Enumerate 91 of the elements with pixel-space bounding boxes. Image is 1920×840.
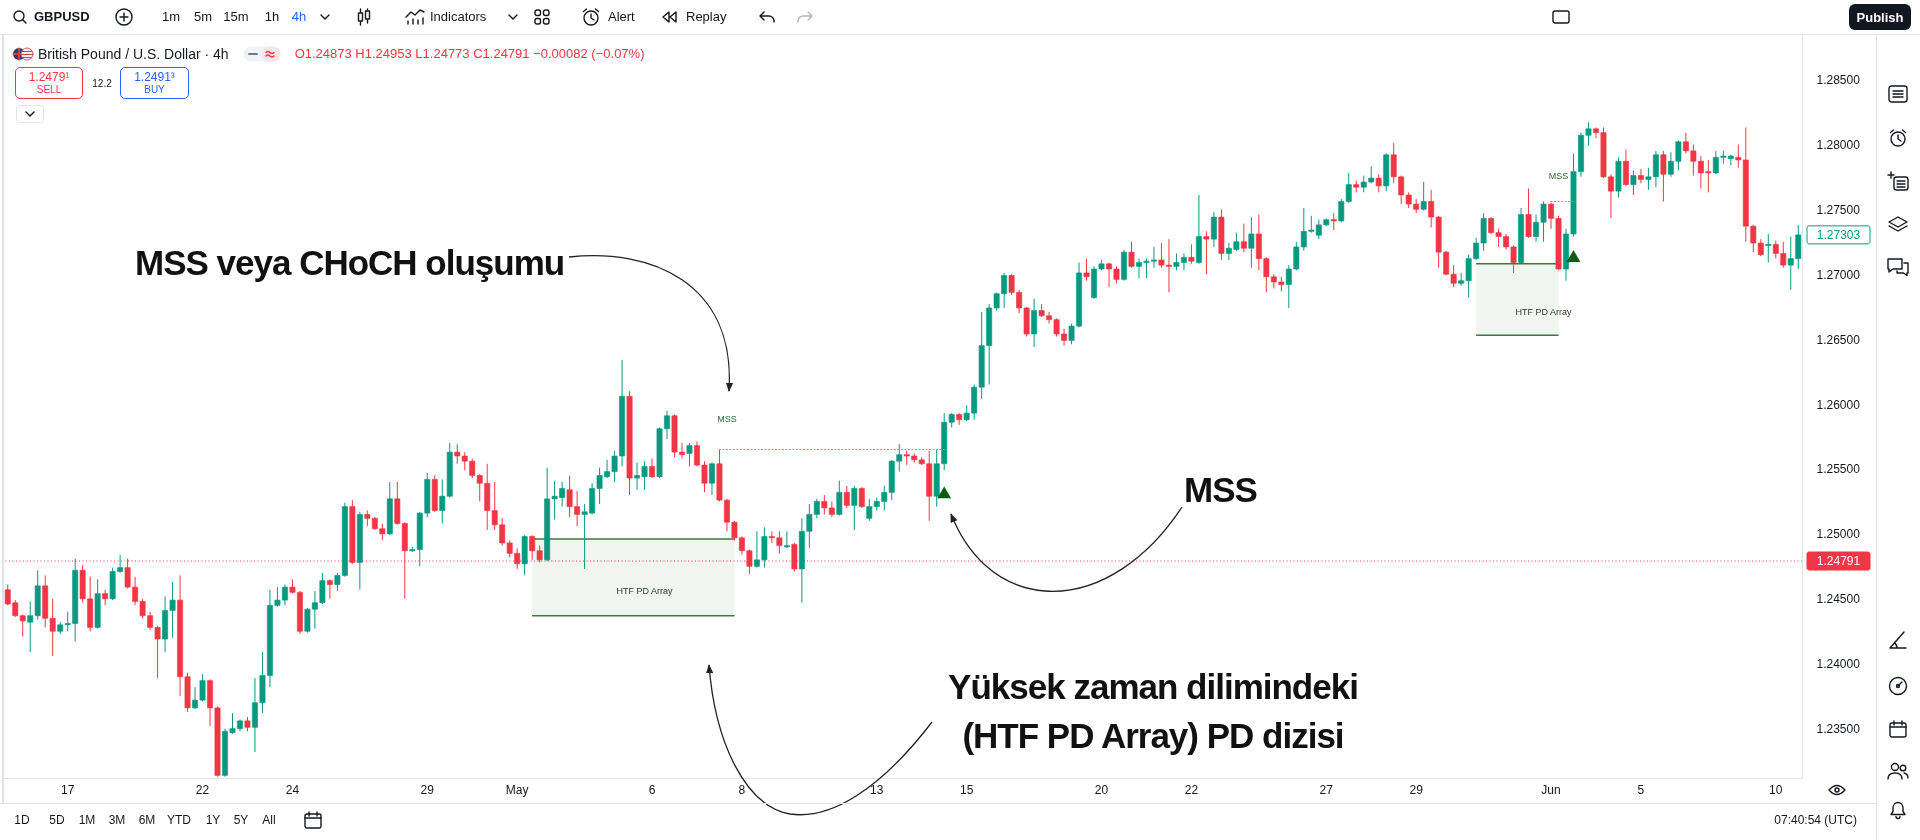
y-tick-label: 1.25500 — [1816, 462, 1861, 477]
annotation: MSS veya CHoCH oluşumu — [135, 242, 565, 284]
x-tick-label: Jun — [1541, 782, 1561, 797]
annotation: 12.2 — [92, 78, 112, 90]
y-tick-label: 1.24500 — [1816, 592, 1861, 607]
y-tick-label: 1.25000 — [1816, 527, 1861, 542]
annotation: 1.2479¹ — [28, 70, 70, 84]
candlestick — [326, 578, 333, 600]
text: 1.27303 — [1816, 227, 1861, 242]
text: 5m — [193, 9, 213, 25]
band-label: HTF PD Array — [616, 586, 674, 597]
candlestick — [1083, 258, 1090, 282]
text: British Pound / U.S. Dollar · 4h — [38, 45, 229, 63]
x-tick-label: 22 — [1184, 782, 1199, 797]
text: 6M — [138, 812, 156, 828]
annotation: MSS — [1548, 171, 1569, 182]
annotation: SELL — [36, 84, 62, 96]
candlestick — [858, 486, 865, 509]
x-tick-label: 24 — [285, 782, 300, 797]
candlestick — [1248, 216, 1255, 269]
y-tick-label: 1.27000 — [1816, 267, 1861, 282]
x-tick-label: 6 — [648, 782, 656, 797]
text: 1m — [161, 9, 181, 25]
annotation: MSS — [717, 414, 737, 425]
sell-button: 1.2479¹ SELL — [15, 67, 83, 99]
candlestick — [102, 589, 109, 606]
candlestick — [1210, 211, 1217, 248]
candlestick — [1623, 149, 1629, 187]
y-tick-label: 1.26500 — [1816, 332, 1861, 347]
candlestick — [783, 530, 790, 549]
candlestick — [1765, 233, 1772, 264]
x-tick-label: 8 — [738, 782, 746, 797]
text: 1h — [264, 9, 280, 25]
annotation: BUY — [144, 84, 165, 96]
text: 1D — [14, 812, 30, 828]
text: YTD — [167, 812, 191, 828]
candlestick — [1638, 168, 1644, 184]
text: 5Y — [233, 812, 249, 828]
annotation: Yüksek zaman dilimindeki (HTF PD Array) PD dizisi — [948, 665, 1358, 757]
text: 4h — [291, 9, 307, 25]
x-tick-label: 15 — [960, 782, 974, 797]
x-tick-label: 29 — [1409, 782, 1424, 797]
buy-button: 1.2491³ BUY — [120, 67, 189, 99]
y-tick-label: 1.26000 — [1816, 397, 1861, 412]
candlestick — [1375, 173, 1382, 193]
y-tick-label: 1.28500 — [1816, 72, 1861, 87]
x-tick-label: 20 — [1094, 782, 1109, 797]
candlestick — [1420, 181, 1427, 212]
candlestick — [1660, 150, 1667, 202]
candlestick — [1188, 243, 1195, 265]
x-tick-label: 27 — [1319, 782, 1334, 797]
candlestick — [851, 485, 858, 531]
text: 5D — [49, 812, 65, 828]
x-tick-label: 5 — [1637, 782, 1645, 797]
text: 07:40:54 (UTC) — [1774, 812, 1857, 828]
candlestick — [836, 480, 843, 517]
annotation: 1.2491³ — [134, 70, 175, 84]
text: 1Y — [205, 812, 221, 828]
text: 1M — [78, 812, 96, 828]
text: Alert — [608, 9, 635, 25]
text: 3M — [108, 812, 126, 828]
text: Indicators — [430, 9, 487, 25]
x-tick-label: 22 — [195, 782, 210, 797]
candlestick — [1630, 169, 1637, 196]
y-tick-label: 1.27500 — [1816, 202, 1861, 217]
ref-line-label: 1.24791 — [1816, 554, 1861, 569]
text: O1.24873 H1.24953 L1.24773 C1.24791 −0.00082 (−0.07%) — [294, 46, 645, 62]
text: GBPUSD — [34, 9, 90, 25]
candlestick — [686, 442, 693, 467]
x-tick-label: 13 — [870, 782, 884, 797]
candlestick — [1128, 241, 1135, 269]
x-tick-label: 17 — [61, 782, 75, 797]
candlestick — [1203, 230, 1210, 275]
x-tick-label: 29 — [420, 782, 435, 797]
candlestick — [649, 458, 655, 479]
text: All — [262, 812, 276, 828]
x-tick-label: 10 — [1769, 782, 1783, 797]
text: 15m — [223, 9, 249, 25]
y-tick-label: 1.24000 — [1816, 657, 1861, 672]
y-tick-label: 1.28000 — [1816, 137, 1861, 152]
candlestick — [709, 461, 715, 496]
y-tick-label: 1.23500 — [1816, 722, 1861, 737]
candlestick — [843, 485, 850, 509]
text: Replay — [686, 9, 727, 25]
candlestick — [1031, 298, 1038, 348]
x-tick-label: May — [505, 782, 529, 797]
candlestick — [1525, 188, 1532, 239]
annotation: MSS — [1184, 469, 1257, 511]
publish-button: Publish — [1849, 4, 1911, 30]
band-label: HTF PD Array — [1515, 307, 1573, 318]
candlestick — [1240, 223, 1247, 253]
